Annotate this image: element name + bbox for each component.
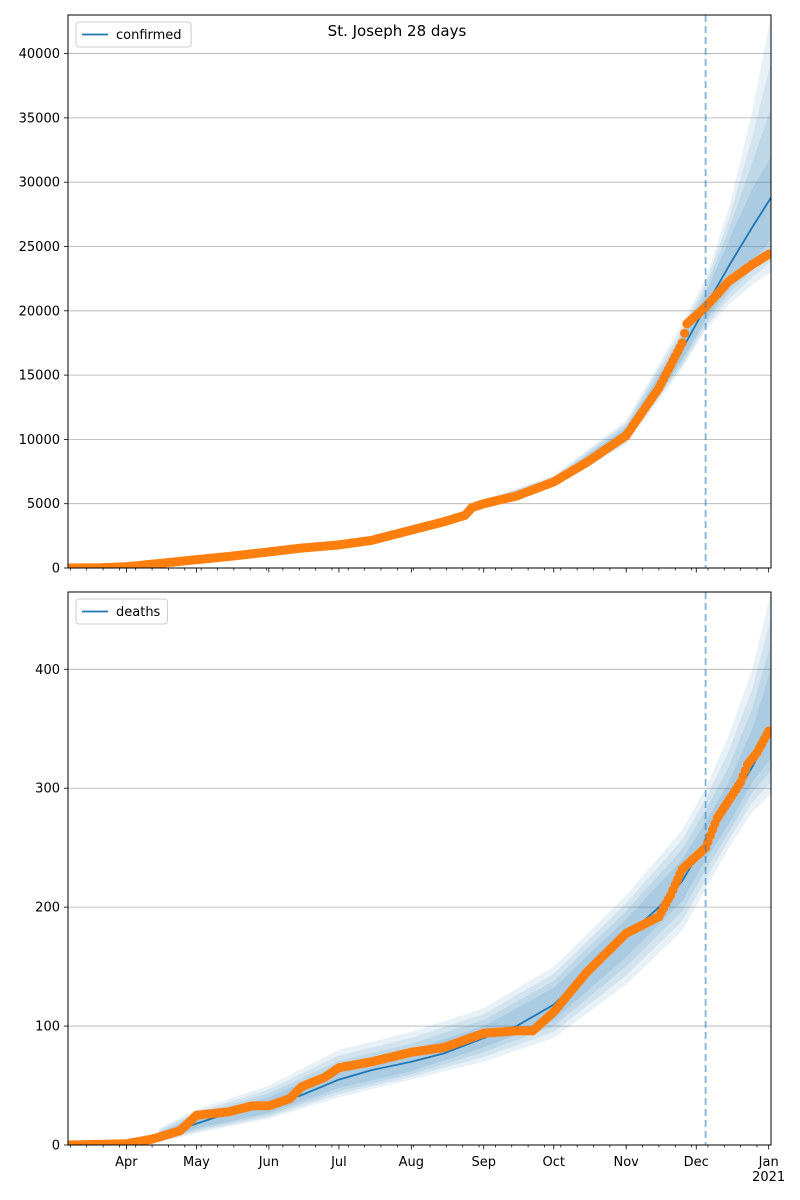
confirmed-chart: 0 5000 10000 15000 20000 25000 30000 35000 40000… [19,14,772,577]
y-tick-label: 40000 [19,47,60,62]
x-tick-label: May [183,1155,210,1170]
x-tick-label: Nov [614,1155,640,1170]
uncertainty-band [159,592,771,1143]
observed-point [680,328,690,338]
y-tick-label: 15000 [19,369,60,384]
y-tick-label: 400 [35,663,60,678]
observed-point [677,338,687,348]
y-tick-label: 25000 [19,240,60,255]
legend-box [75,598,168,625]
x-tick-label: Jul [330,1155,347,1170]
y-tick-label: 300 [35,782,60,797]
y-tick-label: 100 [35,1020,60,1035]
y-tick-label: 20000 [19,304,60,319]
y-tick-label: 30000 [19,176,60,191]
legend-label: deaths [116,605,161,620]
plot-area [68,15,771,568]
figure-title: St. Joseph 28 days [328,22,467,40]
x-tick-label: Apr [115,1155,138,1170]
x-tick-label: Jun [258,1155,279,1170]
x-tick-label: Jan [758,1155,779,1170]
axes-frame [67,591,772,1146]
y-tick-label: 0 [52,562,60,577]
uncertainty-band [483,15,771,508]
y-tick-label: 10000 [19,433,60,448]
y-tick-label: 0 [52,1139,60,1154]
observed-point [764,249,771,259]
observed-point [764,726,771,736]
x-tick-label: Aug [399,1155,424,1170]
x-tick-label: 2021 [752,1170,785,1185]
deaths-chart: 0 100 200 300 400 Apr May Jun Jul Aug Sep Oct Nov Dec… [35,591,785,1185]
x-tick-label: Sep [471,1155,496,1170]
legend: deaths [75,598,168,625]
legend-box [75,21,192,48]
legend-label: confirmed [116,28,182,43]
axes-frame [67,14,772,569]
plot-area [68,592,771,1145]
x-tick-label: Dec [684,1155,709,1170]
y-tick-label: 5000 [27,497,60,512]
y-tick-label: 200 [35,901,60,916]
y-tick-label: 35000 [19,111,60,126]
x-tick-label: Oct [543,1155,565,1170]
uncertainty-band [483,61,771,507]
legend: confirmed [75,21,192,48]
